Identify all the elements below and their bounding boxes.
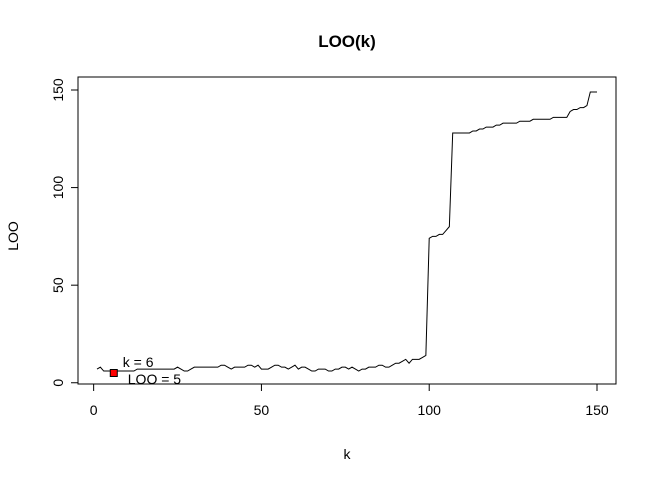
y-tick-label: 0 [50, 379, 66, 387]
x-tick-label: 150 [585, 402, 609, 418]
k-annotation: k = 6 [123, 354, 154, 370]
loo-annotation: LOO = 5 [128, 371, 182, 387]
plot-frame [77, 76, 617, 385]
x-tick-label: 100 [418, 402, 442, 418]
y-axis-label: LOO [5, 221, 21, 251]
x-tick-label: 50 [254, 402, 270, 418]
y-tick-label: 100 [50, 176, 66, 200]
min-point-marker [109, 369, 118, 377]
y-tick-label: 50 [50, 277, 66, 293]
y-axis: 0 50 100 150 [50, 78, 79, 387]
x-axis-label: k [344, 446, 352, 462]
loo-series-line [96, 91, 597, 374]
x-axis: 0 50 100 150 [90, 383, 609, 418]
x-tick-label: 0 [90, 402, 98, 418]
y-tick-label: 150 [50, 78, 66, 102]
series-group [96, 91, 597, 374]
chart-title: LOO(k) [318, 32, 376, 51]
